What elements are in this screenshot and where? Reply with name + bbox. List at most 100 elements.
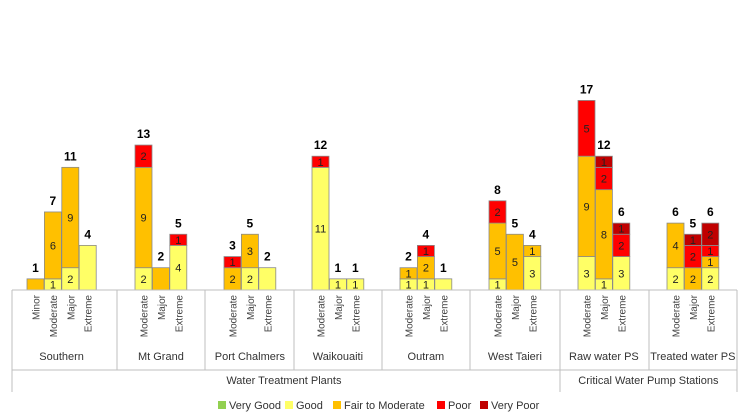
legend-label-very-good: Very Good	[229, 400, 281, 412]
segment-value-label: 5	[512, 257, 518, 269]
bar-segment-outram-major-poor	[416, 244, 435, 257]
bar-segment-mt-grand-moderate-poor	[134, 144, 153, 168]
segment-value-label: 4	[672, 240, 678, 252]
legend-swatch-fair-to-moderate	[333, 401, 341, 409]
segment-value-label: 1	[405, 268, 411, 280]
bar-total-label: 2	[405, 250, 412, 264]
segment-value-label: 2	[690, 252, 696, 264]
severity-tick-label: Moderate	[317, 295, 328, 338]
severity-tick-label: Extreme	[439, 295, 450, 333]
segment-value-label: 1	[50, 279, 56, 291]
bar-total-label: 4	[423, 227, 430, 241]
segment-value-label: 1	[229, 257, 235, 269]
severity-tick-label: Extreme	[617, 295, 628, 333]
segment-value-label: 6	[50, 240, 56, 252]
segment-value-label: 1	[494, 279, 500, 291]
segment-value-label: 2	[618, 240, 624, 252]
severity-tick-label: Extreme	[174, 295, 185, 333]
bar-segment-southern-minor-fair-to-moderate	[26, 278, 45, 291]
bar-total-label: 12	[597, 138, 611, 152]
legend-label-poor: Poor	[448, 400, 472, 412]
severity-tick-label: Minor	[32, 294, 43, 320]
segment-value-label: 8	[601, 229, 607, 241]
segment-value-label: 2	[423, 263, 429, 275]
segment-value-label: 2	[672, 274, 678, 286]
segment-value-label: 5	[494, 246, 500, 258]
severity-tick-label: Major	[157, 294, 168, 320]
segment-value-label: 2	[229, 274, 235, 286]
group-label-outram: Outram	[408, 351, 445, 363]
segment-value-label: 4	[175, 263, 181, 275]
segment-value-label: 9	[583, 201, 589, 213]
group-label-southern: Southern	[39, 351, 84, 363]
bar-total-label: 1	[335, 261, 342, 275]
bar-total-label: 5	[690, 216, 697, 230]
bar-area: 1167291142921324152132352111121111112121…	[26, 82, 720, 291]
segment-value-label: 1	[423, 279, 429, 291]
segment-value-label: 9	[140, 213, 146, 225]
bar-total-label: 8	[494, 183, 501, 197]
bar-total-label: 4	[84, 227, 91, 241]
bar-segment-west-taieri-extreme-fair-to-moderate	[523, 244, 542, 257]
bar-segment-mt-grand-major-fair-to-moderate	[151, 267, 170, 291]
segment-value-label: 3	[618, 268, 624, 280]
bar-segment-treated-water-ps-extreme-very-poor	[701, 222, 720, 246]
bar-segment-outram-extreme-good	[434, 278, 453, 291]
bar-total-label: 6	[672, 205, 679, 219]
segment-value-label: 2	[247, 274, 253, 286]
segment-value-label: 1	[529, 246, 535, 258]
severity-tick-label: Major	[422, 294, 433, 320]
segment-value-label: 2	[67, 274, 73, 286]
segment-value-label: 2	[690, 274, 696, 286]
segment-value-label: 1	[317, 157, 323, 169]
bar-segment-mt-grand-extreme-poor	[169, 233, 188, 246]
severity-tick-label: Major	[600, 294, 611, 320]
segment-value-label: 3	[529, 268, 535, 280]
bar-total-label: 4	[529, 227, 536, 241]
severity-tick-label: Extreme	[351, 295, 362, 333]
bar-segment-waikouaiti-moderate-poor	[311, 155, 330, 168]
severity-tick-label: Extreme	[528, 295, 539, 333]
legend: Very Good Good Fair to Moderate Poor Very Po…	[218, 400, 540, 412]
segment-value-label: 3	[583, 268, 589, 280]
severity-tick-label: Major	[66, 294, 77, 320]
group-label-waikouaiti: Waikouaiti	[313, 351, 363, 363]
bar-segment-raw-water-ps-extreme-very-poor	[612, 222, 631, 235]
segment-value-label: 2	[707, 274, 713, 286]
group-label-treated-water-ps: Treated water PS	[650, 351, 735, 363]
segment-value-label: 1	[423, 246, 429, 258]
segment-value-label: 2	[601, 174, 607, 186]
category-axis: Minor Moderate Major Extreme Southern Moderat…	[11, 289, 738, 392]
bar-segment-treated-water-ps-moderate-fair-to-moderate	[666, 222, 685, 269]
group-label-raw-water-ps: Raw water PS	[569, 351, 639, 363]
bar-segment-port-chalmers-major-fair-to-moderate	[240, 233, 259, 269]
segment-value-label: 1	[335, 279, 341, 291]
bar-total-label: 6	[707, 205, 714, 219]
legend-swatch-poor	[437, 401, 445, 409]
segment-value-label: 1	[601, 279, 607, 291]
bar-total-label: 12	[314, 138, 328, 152]
legend-label-good: Good	[296, 400, 323, 412]
segment-value-label: 2	[140, 274, 146, 286]
bar-total-label: 17	[580, 82, 594, 96]
segment-value-label: 1	[618, 224, 624, 236]
bar-total-label: 13	[137, 127, 151, 141]
bar-segment-southern-extreme-good	[78, 244, 97, 291]
bar-segment-southern-moderate-fair-to-moderate	[44, 211, 62, 280]
severity-tick-label: Moderate	[583, 295, 594, 338]
segment-value-label: 9	[67, 213, 73, 225]
severity-tick-label: Moderate	[140, 295, 151, 338]
segment-value-label: 3	[247, 246, 253, 258]
legend-label-fair-to-moderate: Fair to Moderate	[344, 400, 425, 412]
bar-total-label: 5	[512, 216, 519, 230]
severity-tick-label: Moderate	[405, 295, 416, 338]
legend-swatch-good	[285, 401, 293, 409]
severity-tick-label: Extreme	[84, 295, 95, 333]
bar-total-label: 2	[158, 250, 165, 264]
bar-total-label: 6	[618, 205, 625, 219]
supergroup-label-water-treatment-plants: Water Treatment Plants	[226, 375, 342, 387]
segment-value-label: 1	[690, 235, 696, 247]
bar-total-label: 2	[264, 250, 271, 264]
bar-total-label: 7	[50, 194, 57, 208]
